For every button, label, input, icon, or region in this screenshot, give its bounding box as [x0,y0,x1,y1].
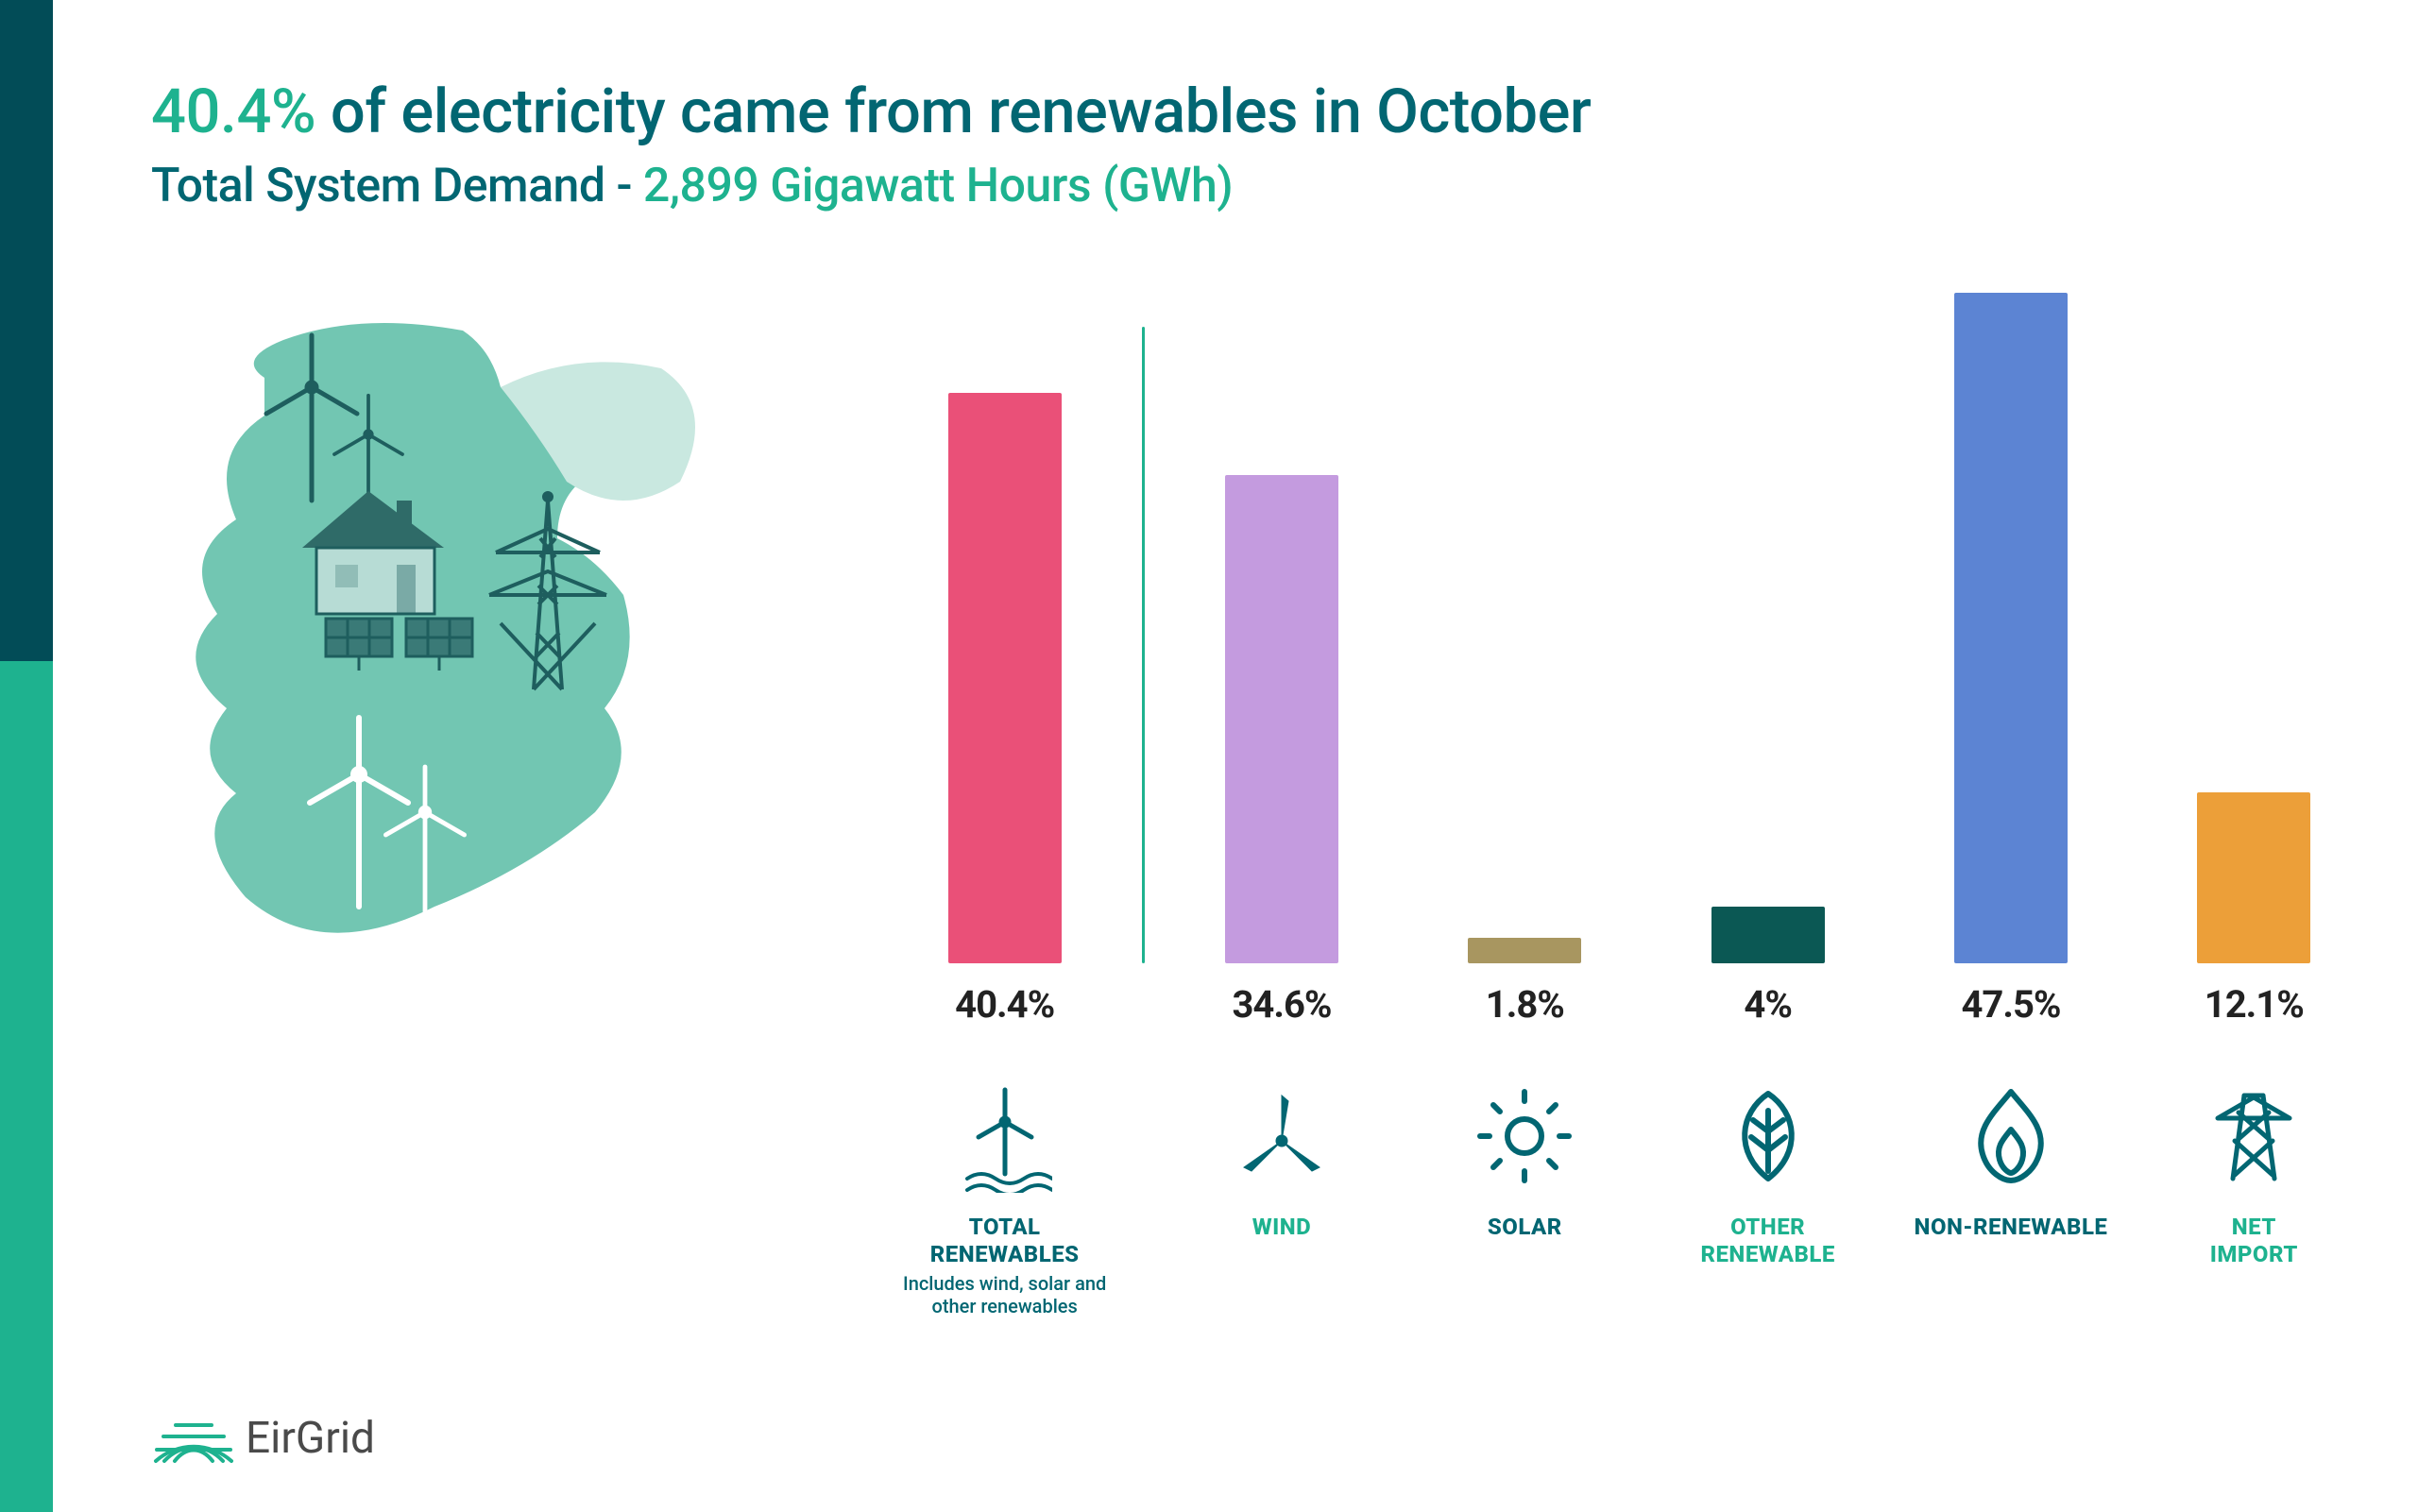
value-label-net-import: 12.1% [2205,982,2304,1027]
ireland-illustration [151,302,793,982]
flame-icon [1964,1084,2058,1193]
value-label-other-renewable: 4% [1744,982,1792,1027]
bar-net-import [2197,792,2310,963]
caption-wind: WIND [1252,1214,1312,1241]
leaf-icon [1721,1084,1815,1193]
illustration-column: EirGrid [151,293,869,1474]
wind-icon [1235,1084,1329,1193]
bar-solar [1468,938,1581,963]
content-area: 40.4% of electricity came from renewable… [151,76,2361,1474]
turbine-waves-icon [958,1084,1052,1193]
caption-sub-total-renewables: Includes wind, solar and other renewable… [897,1272,1112,1317]
pylon-icon [2206,1084,2301,1193]
caption-other-renewable: OTHERRENEWABLE [1700,1214,1834,1268]
caption-total-renewables: TOTALRENEWABLES [930,1214,1080,1268]
value-label-total-renewables: 40.4% [955,982,1054,1027]
subline-value: 2,899 [643,159,758,213]
eirgrid-globe-icon [151,1412,236,1465]
headline-percent: 40.4% [151,76,315,147]
value-label-solar: 1.8% [1486,982,1564,1027]
bar-wind [1225,475,1338,963]
chart-divider [1142,327,1145,964]
bar-chart: 40.4% 34.6% 1.8% 4% 47.5% 12.1% TOTALRENEWABL… [897,293,2361,1474]
caption-non-renewable: NON-RENEWABLE [1915,1214,2108,1241]
value-label-non-renewable: 47.5% [1961,982,2060,1027]
caption-net-import: NETIMPORT [2210,1214,2298,1268]
bar-non-renewable [1954,293,2068,963]
headline-rest: of electricity came from renewables in O… [331,76,1591,147]
subline-prefix: Total System Demand - [151,159,643,213]
headline: 40.4% of electricity came from renewable… [151,76,2361,147]
caption-solar: SOLAR [1488,1214,1562,1241]
sun-icon [1477,1084,1572,1193]
side-accent-bars [0,0,53,1512]
subline: Total System Demand - 2,899 Gigawatt Hou… [151,159,2361,213]
eirgrid-logo: EirGrid [151,1412,375,1465]
value-label-wind: 34.6% [1232,982,1331,1027]
bar-total-renewables [948,393,1062,963]
bar-other-renewable [1711,907,1825,963]
chart-column: 40.4% 34.6% 1.8% 4% 47.5% 12.1% TOTALRENEWABL… [869,293,2361,1474]
logo-text: EirGrid [246,1413,375,1464]
subline-unit: Gigawatt Hours (GWh) [770,159,1233,213]
body-row: EirGrid 40.4% 34.6% 1.8% 4% 47.5% 12.1% TOTAL… [151,293,2361,1474]
